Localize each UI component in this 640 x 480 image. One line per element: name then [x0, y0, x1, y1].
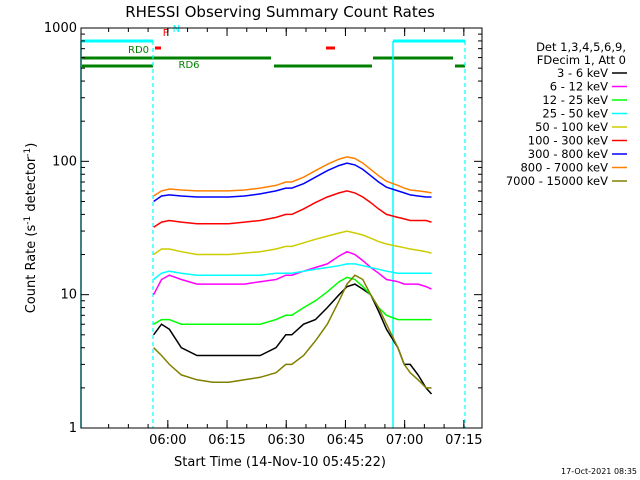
x-tick-label: 06:15: [208, 433, 245, 448]
y-tick-label: 1: [69, 421, 77, 436]
legend-header-line-2: FDecim 1, Att 0: [537, 53, 626, 67]
legend-label-6-12-kev: 6 - 12 keV: [550, 80, 608, 94]
x-tick-label: 07:15: [445, 433, 482, 448]
series-6-12-kev: [152, 250, 432, 296]
series-800-7000-kev: [153, 156, 432, 197]
legend-label-3-6-kev: 3 - 6 keV: [557, 66, 608, 80]
legend-label-7000-15000-kev: 7000 - 15000 keV: [506, 174, 608, 188]
series-12-25-kev: [153, 276, 432, 325]
plot-frame: [80, 27, 483, 429]
legend-label-100-300-kev: 100 - 300 keV: [528, 134, 608, 148]
series-25-50-kev: [153, 263, 432, 281]
y-axis-label-mid: detector: [24, 156, 39, 216]
series-layer: [152, 156, 433, 395]
y-axis-label-end: ): [24, 143, 39, 148]
flag-label-n: N: [173, 24, 180, 35]
x-tick-label: 06:30: [268, 433, 305, 448]
chart-title: RHESSI Observing Summary Count Rates: [125, 3, 435, 21]
observing-flags: [82, 39, 465, 68]
series-50-100-kev: [153, 230, 432, 256]
y-axis-label: Count Rate (s-1 detector-1): [23, 143, 39, 314]
legend-label-12-25-kev: 12 - 25 keV: [542, 93, 608, 107]
y-tick-label: 1000: [44, 21, 77, 36]
series-7000-15000-kev: [153, 274, 432, 389]
y-tick-label: 100: [52, 154, 77, 169]
flag-label-rd6: RD6: [179, 60, 200, 71]
legend-header-line-1: Det 1,3,4,5,6,9,: [536, 40, 626, 54]
y-axis-label-sup1: -1: [23, 216, 33, 225]
legend-label-25-50-kev: 25 - 50 keV: [542, 107, 608, 121]
x-axis-label: Start Time (14-Nov-10 05:45:22): [174, 455, 386, 470]
x-tick-label: 06:45: [327, 433, 364, 448]
plot-border: [80, 27, 483, 429]
legend: Det 1,3,4,5,6,9, FDecim 1, Att 0 3 - 6 k…: [506, 40, 627, 188]
annotation-layer: F N RD0 RD6: [128, 24, 200, 71]
y-axis-label-sup2: -1: [23, 148, 33, 157]
x-tick-label: 07:00: [386, 433, 423, 448]
x-tick-label: 06:00: [149, 433, 186, 448]
series-100-300-kev: [153, 190, 432, 228]
y-axis: 1 10 100 1000: [44, 21, 482, 436]
series-300-800-kev: [153, 162, 432, 203]
y-axis-label-main: Count Rate (s: [24, 225, 39, 314]
y-tick-label: 10: [60, 288, 77, 303]
legend-label-800-7000-kev: 800 - 7000 keV: [520, 161, 608, 175]
footer-date: 17-Oct-2021 08:35: [561, 467, 637, 476]
flag-label-f: F: [163, 28, 169, 39]
legend-label-300-800-kev: 300 - 800 keV: [528, 147, 608, 161]
x-axis: 06:00 06:15 06:30 06:45 07:00 07:15: [108, 28, 483, 448]
legend-label-50-100-kev: 50 - 100 keV: [535, 120, 608, 134]
flag-label-rd0: RD0: [128, 45, 149, 56]
